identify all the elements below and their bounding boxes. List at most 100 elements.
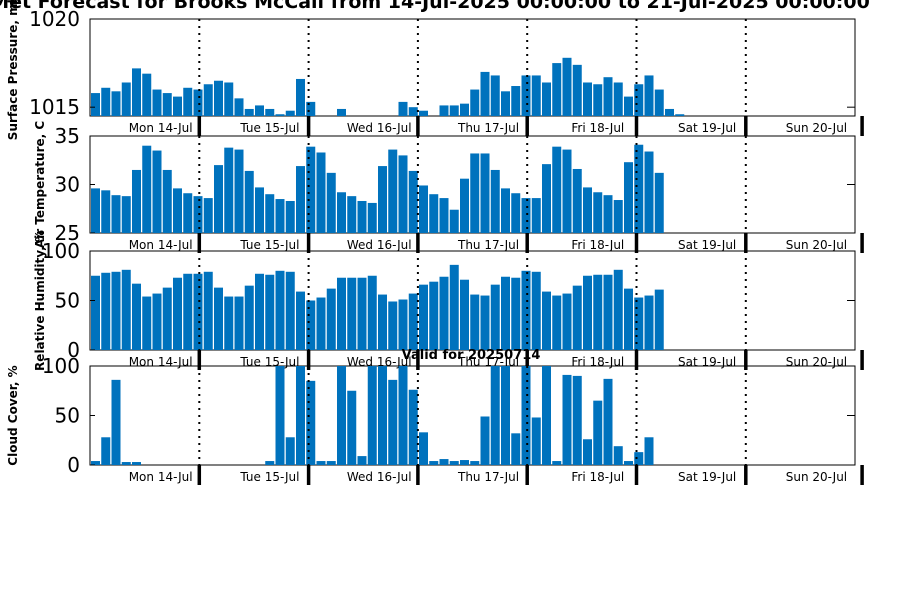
data-bar [275,270,285,350]
data-bar [480,416,490,465]
y-tick-label: 50 [55,404,80,428]
data-bar [193,273,203,350]
data-bar [398,155,408,233]
data-bar [613,200,623,233]
data-bar [665,108,674,116]
data-bar [275,199,285,233]
data-bar [306,101,316,116]
data-bar [255,273,264,350]
data-bar [613,82,623,116]
day-label: Wed 16-Jul [347,121,412,135]
data-bar [531,198,541,233]
data-bar [480,71,490,116]
day-label: Sun 20-Jul [786,121,847,135]
data-bar [347,277,357,350]
data-bar [501,276,510,350]
data-bar [408,389,418,465]
data-bar [306,146,316,233]
data-bar [583,275,592,350]
y-tick-label: 100 [42,239,80,263]
data-bar [337,366,346,465]
data-bar [162,169,172,233]
data-bar [111,195,121,233]
data-bar [634,452,644,465]
data-bar [111,271,121,350]
data-bar [624,162,633,233]
data-bar [644,75,654,116]
data-bar [296,166,305,233]
data-bar [234,296,244,350]
data-bar [388,301,398,350]
data-bar [583,82,592,116]
data-bar [429,461,439,465]
data-bar [367,202,377,233]
data-bar [162,287,172,350]
data-bar [408,293,418,350]
data-bar [244,285,254,350]
data-bar [603,77,613,116]
data-bar [542,164,551,233]
data-bar [142,145,152,233]
data-bar [378,366,387,465]
data-bar [460,279,469,350]
data-bar [275,366,285,465]
data-bar [429,194,439,233]
chart-panels: 1015 1020 Mon 14-Jul Tue 15-Jul Wed 16-Jul Th… [6,0,864,485]
day-label: Sun 20-Jul [786,238,847,252]
data-bar [429,281,439,350]
data-bar [337,108,346,116]
day-label: Fri 18-Jul [571,238,624,252]
day-label: Mon 14-Jul [129,121,193,135]
data-bar [347,390,357,465]
data-bar [470,461,480,465]
day-label: Sat 19-Jul [678,238,736,252]
data-bar [132,169,141,233]
data-bar [101,437,111,465]
data-bar [613,269,623,350]
data-bar [490,284,500,350]
data-bar [419,284,428,350]
data-bar [234,98,244,116]
data-bar [501,188,510,233]
data-bar [152,89,162,116]
data-bar [449,105,459,116]
data-bar [583,187,592,233]
day-label: Tue 15-Jul [239,121,299,135]
data-bar [285,110,295,116]
data-bar [173,188,182,233]
y-tick-label: 25 [55,221,80,245]
data-bar [460,460,469,465]
data-bar [634,297,644,350]
data-bar [326,461,336,465]
chart-subtitle: Valid for 20250714 [402,348,541,363]
data-bar [162,93,172,116]
y-tick-label: 35 [55,124,80,148]
data-bar [255,187,264,233]
data-bar [562,57,572,116]
data-bar [439,105,449,116]
data-bar [398,299,408,350]
data-bar [306,380,316,465]
data-bar [572,64,582,116]
data-bar [470,153,480,233]
day-label: Fri 18-Jul [571,470,624,484]
data-bar [603,378,613,465]
data-bar [439,198,449,233]
data-bar [296,366,305,465]
data-bar [101,272,111,350]
data-bar [408,107,418,116]
y-axis-label: Cloud Cover, % [6,365,20,465]
data-bar [91,275,100,350]
data-bar [460,103,469,116]
plot-frame [89,365,856,466]
data-bar [367,366,377,465]
data-bar [214,287,223,350]
data-bar [511,193,521,233]
data-bar [531,271,541,350]
y-tick-label: 50 [55,289,80,313]
data-bar [644,295,654,350]
data-bar [634,84,644,116]
y-tick-label: 30 [55,173,80,197]
data-bar [552,146,562,233]
